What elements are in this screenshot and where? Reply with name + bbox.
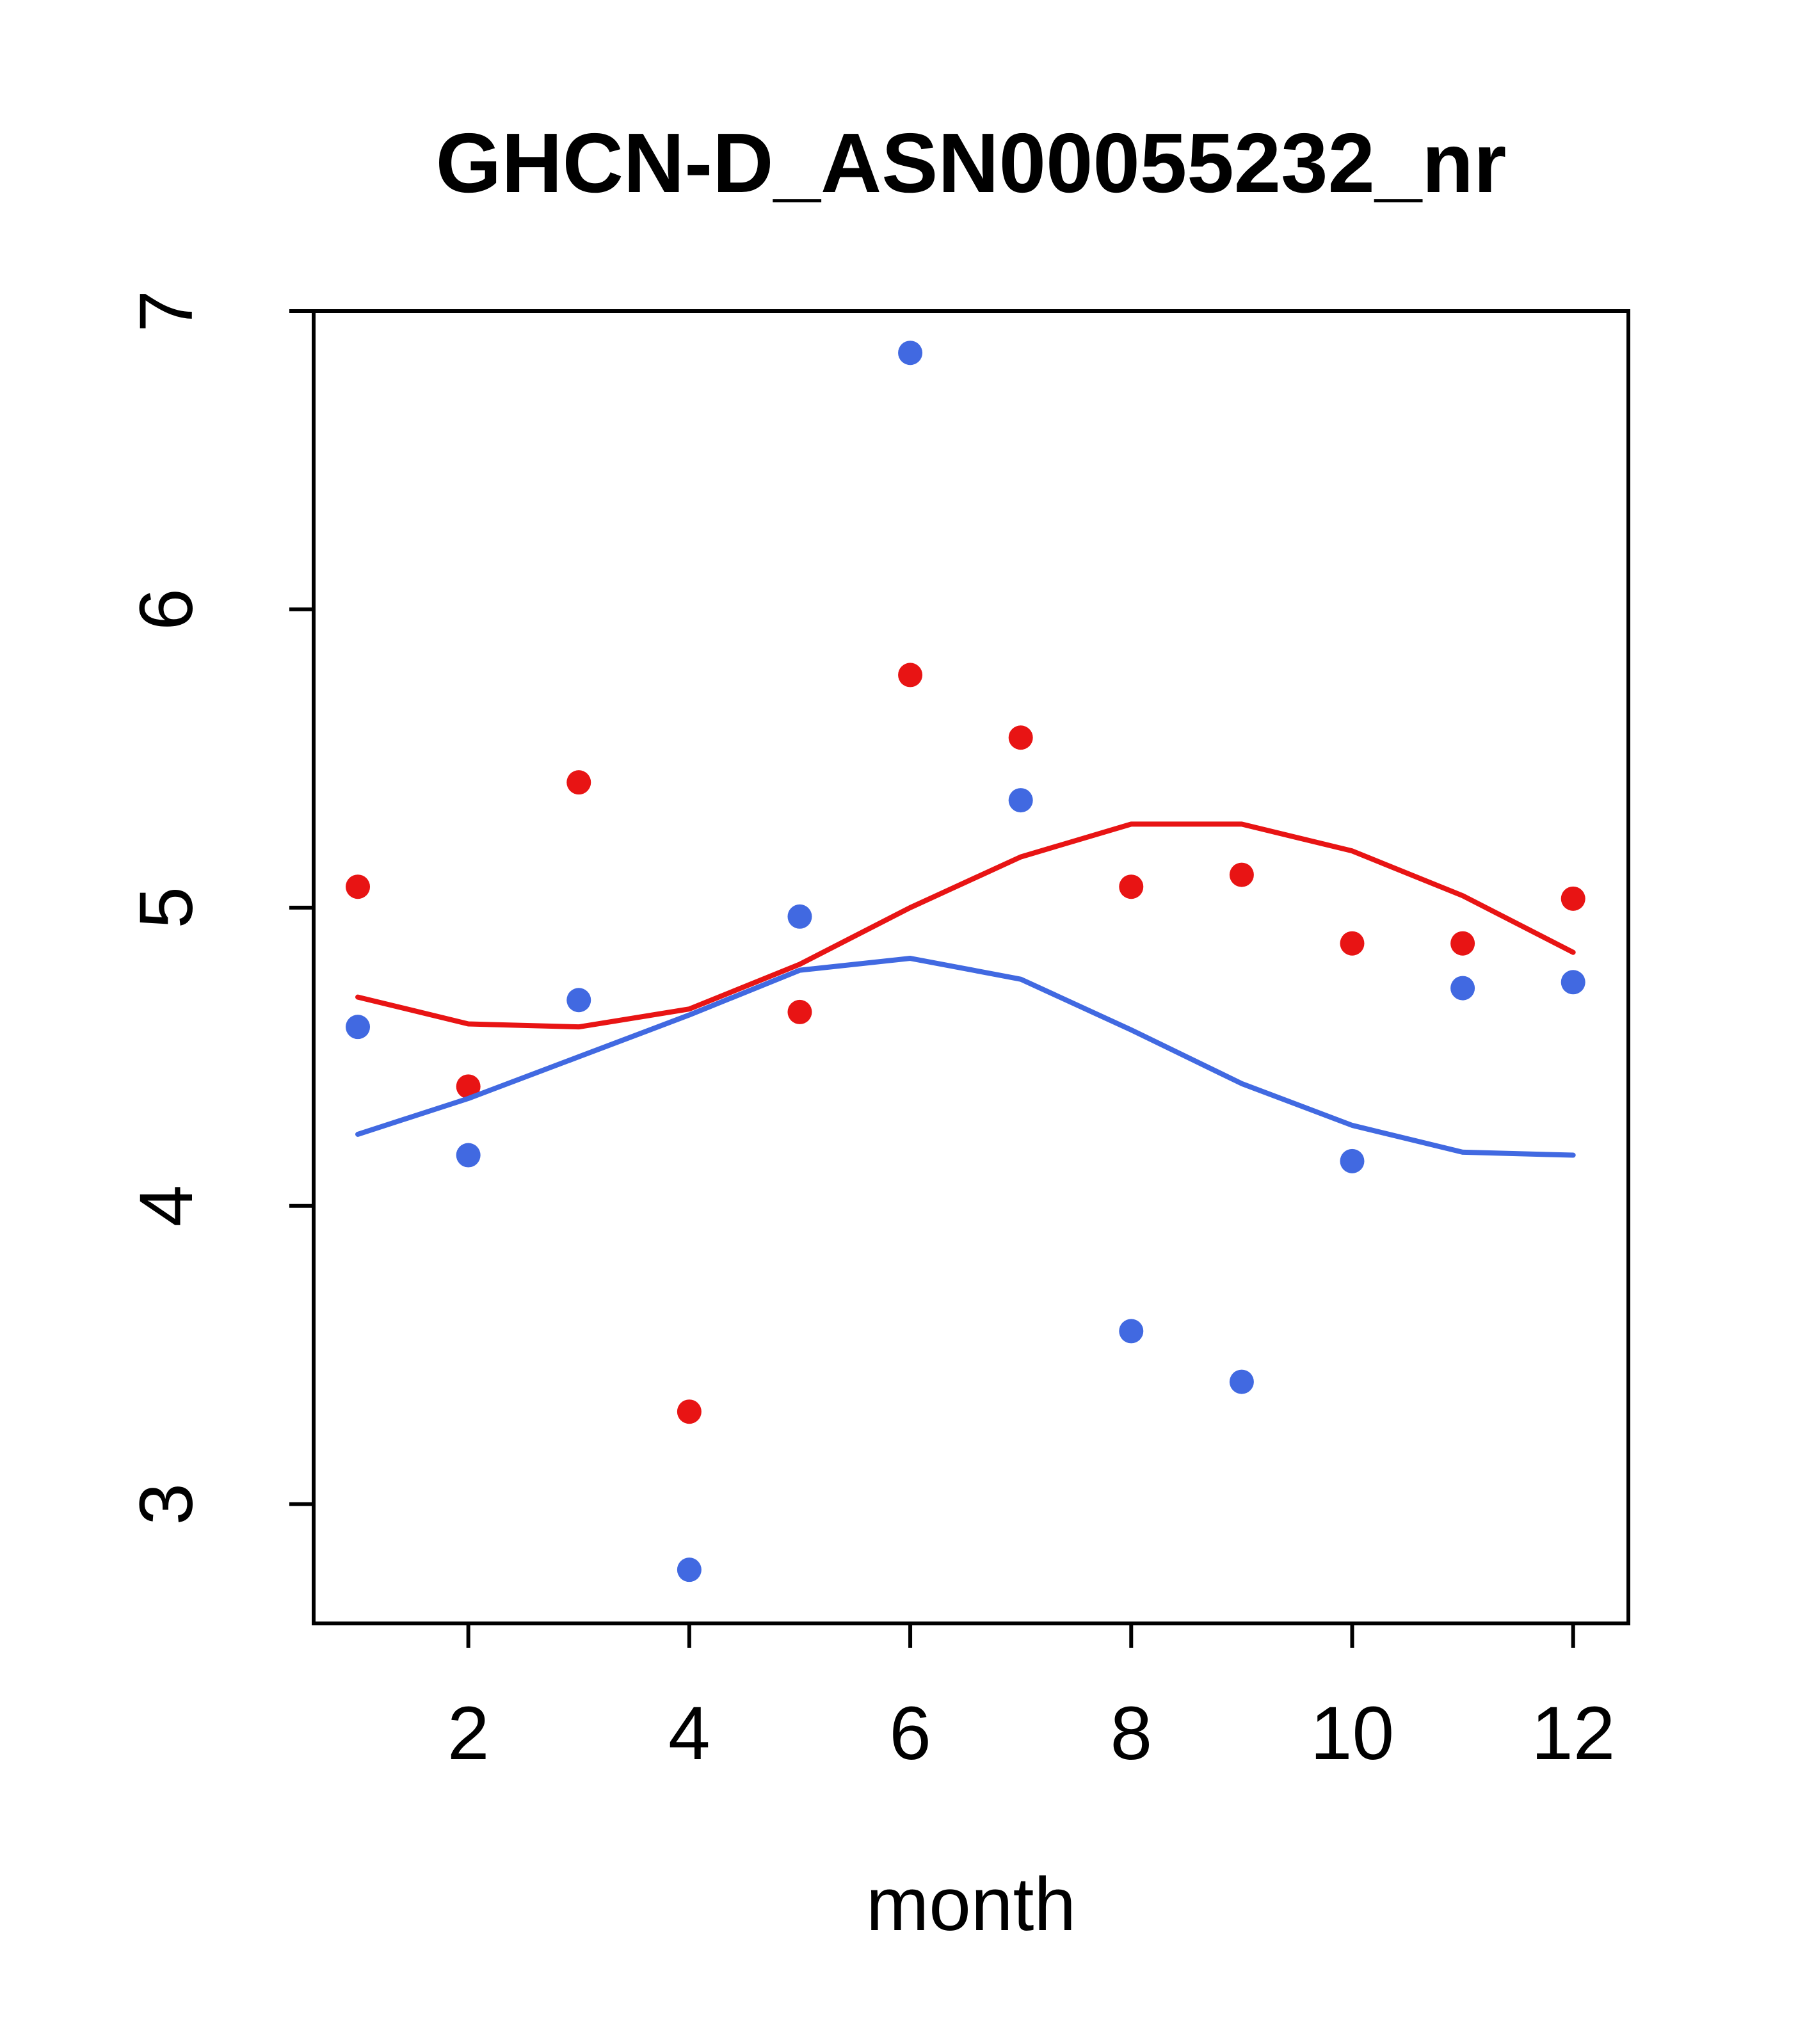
- red-points-point: [1008, 725, 1033, 750]
- plot-border: [312, 309, 1630, 1625]
- red-points-point: [1340, 931, 1365, 956]
- y-tick-label: 4: [124, 1185, 209, 1227]
- red-points-point: [1450, 931, 1475, 956]
- blue-points-point: [566, 988, 591, 1013]
- x-tick-label: 6: [889, 1691, 931, 1776]
- x-tick-label: 8: [1110, 1691, 1152, 1776]
- blue-points-point: [787, 904, 812, 929]
- plot-area: 2 4 6 8 10 12 3 4 5 6 7: [124, 290, 1630, 1776]
- red-points-point: [1119, 874, 1144, 899]
- blue-points-point: [1119, 1319, 1144, 1344]
- y-tick-label: 3: [124, 1483, 209, 1525]
- red-points-point: [1561, 886, 1585, 911]
- red-points-point: [787, 999, 812, 1024]
- red-trend-line: [355, 821, 1576, 1030]
- y-tick-label: 7: [124, 290, 209, 332]
- red-points-point: [456, 1074, 481, 1099]
- blue-points-point: [677, 1557, 702, 1582]
- blue-points-point: [1561, 970, 1585, 995]
- blue-points-point: [1229, 1369, 1254, 1394]
- blue-points-point: [1340, 1148, 1365, 1173]
- blue-points-point: [898, 341, 923, 366]
- x-tick-label: 10: [1310, 1691, 1394, 1776]
- red-points-point: [898, 663, 923, 688]
- blue-trend-line: [355, 956, 1576, 1158]
- blue-points-point: [346, 1015, 371, 1040]
- x-axis-label: month: [866, 1862, 1076, 1947]
- red-points-point: [677, 1399, 702, 1424]
- chart-title: GHCN-D_ASN00055232_nr: [436, 116, 1507, 210]
- y-tick-label: 5: [124, 887, 209, 929]
- red-points-point: [346, 874, 371, 899]
- x-tick-label: 12: [1531, 1691, 1615, 1776]
- blue-points-point: [1008, 788, 1033, 813]
- x-tick-label: 4: [668, 1691, 710, 1776]
- x-tick-label: 2: [447, 1691, 490, 1776]
- y-tick-label: 6: [124, 588, 209, 631]
- blue-points-point: [456, 1143, 481, 1168]
- red-points-point: [566, 770, 591, 795]
- blue-points-point: [1450, 976, 1475, 1001]
- red-points-point: [1229, 862, 1254, 887]
